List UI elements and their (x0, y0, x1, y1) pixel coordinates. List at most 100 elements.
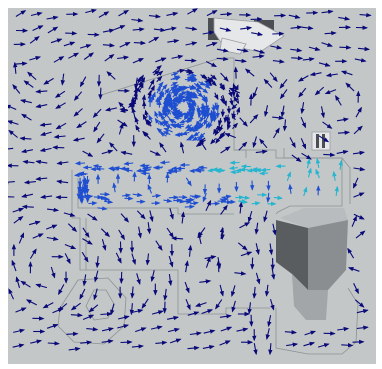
flow-vector-arrow (132, 27, 145, 32)
flow-vector-arrow (147, 119, 152, 127)
flow-vector-arrow (83, 52, 94, 60)
flow-vector-arrow (164, 26, 177, 31)
flow-vector-arrow (240, 251, 253, 257)
flow-vector-arrow (118, 122, 124, 135)
flow-vector-arrow (139, 74, 144, 82)
flow-vector-arrow (25, 299, 37, 306)
flow-vector-arrow (353, 282, 359, 295)
flow-vector-arrow (184, 281, 190, 294)
flow-vector-arrow (87, 213, 98, 221)
flow-vector-arrow (210, 80, 217, 87)
flow-vector-arrow (163, 131, 171, 136)
flow-vector-arrow (336, 149, 349, 155)
flow-vector-arrow (115, 252, 122, 264)
flow-vector-arrow (304, 330, 317, 336)
flow-vector-arrow (95, 256, 100, 269)
flow-vector-arrow (117, 55, 130, 60)
flow-vector-arrow (284, 330, 297, 335)
flow-vector-arrow (354, 58, 367, 63)
flow-vector-arrow (21, 204, 34, 210)
flow-vector-arrow (166, 315, 179, 321)
flow-vector-arrow (15, 10, 27, 17)
flow-vector-arrow (356, 325, 369, 330)
flow-vector-arrow (265, 328, 270, 340)
flow-vector-arrow (196, 91, 204, 98)
flow-vector-arrow (268, 243, 274, 256)
flow-vector-arrow (147, 90, 152, 98)
flow-vector-arrow (176, 98, 181, 106)
flow-vector-arrow (68, 346, 81, 352)
flow-vector-arrow (121, 193, 131, 198)
flow-vector-arrow (22, 159, 35, 165)
flow-vector-arrow (339, 45, 352, 50)
flow-vector-arrow (251, 31, 264, 37)
flow-vector-arrow (148, 14, 161, 19)
flow-vector-arrow (219, 83, 225, 91)
flow-vector-arrow (202, 30, 215, 35)
flow-vector-arrow (223, 199, 233, 205)
flow-vector-arrow (150, 94, 155, 103)
flow-vector-arrow (252, 86, 258, 99)
flow-vector-arrow (166, 227, 174, 239)
flow-vector-arrow (12, 207, 25, 213)
flow-visualization-frame (8, 8, 376, 364)
flow-vector-arrow (98, 11, 110, 18)
flow-vector-arrow (347, 247, 355, 259)
flow-vector-arrow (117, 315, 130, 320)
flow-vector-arrow (335, 95, 342, 106)
flow-vector-arrow (172, 105, 179, 113)
flow-vector-arrow (247, 210, 253, 223)
flow-vector-arrow (167, 327, 180, 333)
flow-vector-arrow (273, 195, 283, 200)
conveyor-guide-outline (234, 149, 247, 158)
flow-vector-arrow (46, 15, 59, 21)
flow-vector-arrow (351, 215, 357, 227)
flow-vector-arrow (322, 121, 333, 129)
flow-vector-arrow (152, 65, 162, 74)
flow-vector-arrow (251, 201, 261, 206)
flow-vector-arrow (266, 192, 271, 203)
flow-vector-arrow (255, 272, 261, 285)
flow-vector-arrow (302, 57, 315, 62)
flow-vector-arrow (168, 274, 173, 287)
flow-vector-arrow (184, 260, 189, 273)
flow-vector-arrow (168, 195, 179, 200)
flow-vector-arrow (8, 288, 14, 300)
vent-slot-1 (316, 134, 319, 148)
flow-vector-arrow (118, 101, 125, 109)
flow-vector-arrow (54, 90, 66, 98)
flow-vector-arrow (170, 81, 178, 87)
flow-vector-arrow (119, 166, 130, 171)
flow-vector-arrow (268, 343, 273, 356)
flow-vector-arrow (13, 215, 24, 224)
flow-vector-arrow (151, 310, 164, 315)
flow-vector-arrow (155, 57, 167, 63)
flow-vector-arrow (244, 68, 255, 77)
flow-vector-arrow (167, 98, 172, 107)
flow-vector-arrow (168, 255, 174, 268)
flow-vector-arrow (359, 12, 372, 18)
flow-vector-arrow (30, 11, 43, 17)
flow-vector-arrow (173, 198, 183, 203)
flow-vector-arrow (168, 118, 177, 124)
flow-vector-arrow (239, 117, 248, 127)
flow-vector-arrow (315, 168, 320, 179)
flow-vector-arrow (290, 47, 303, 53)
flow-vector-arrow (165, 97, 170, 107)
flow-vector-arrow (133, 87, 138, 96)
flow-vector-arrow (120, 213, 130, 223)
flow-vector-arrow (74, 172, 84, 178)
flow-vector-arrow (178, 119, 187, 124)
flow-vector-arrow (202, 96, 208, 104)
flow-vector-arrow (123, 161, 134, 166)
flow-vector-arrow (104, 199, 114, 204)
flow-vector-arrow (206, 10, 218, 17)
flow-vector-arrow (286, 171, 291, 181)
flow-vector-arrow (35, 159, 48, 165)
flow-vector-arrow (94, 270, 99, 283)
flow-vector-arrow (357, 46, 370, 52)
flow-vector-arrow (231, 89, 236, 98)
flow-vector-arrow (56, 179, 69, 184)
flow-vector-arrow (231, 103, 238, 110)
flow-vector-arrow (156, 127, 164, 134)
